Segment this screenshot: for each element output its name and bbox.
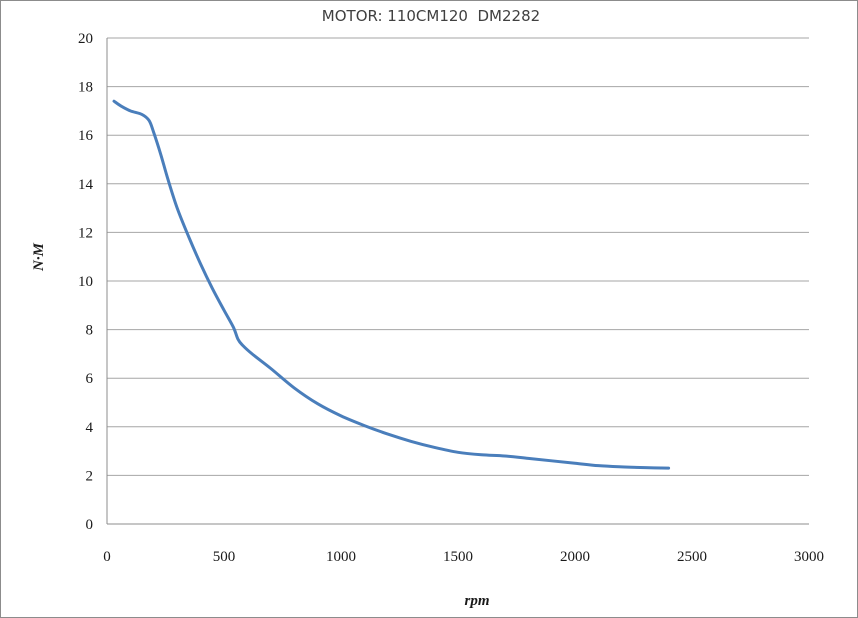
x-axis-label: rpm (464, 593, 489, 609)
y-tick-label: 16 (78, 128, 94, 144)
series-line (112, 99, 671, 470)
y-axis-label: N·M (31, 242, 47, 272)
x-tick-label: 1000 (326, 549, 356, 565)
y-tick-label: 10 (78, 274, 93, 290)
y-tick-label: 18 (78, 80, 93, 96)
y-tick-label: 14 (78, 177, 94, 193)
y-tick-label: 8 (86, 323, 94, 339)
chart-title: MOTOR: 110CM120 DM2282 (321, 7, 541, 25)
x-tick-label: 2500 (677, 549, 707, 565)
y-tick-label: 20 (78, 31, 93, 47)
y-tick-label: 6 (86, 371, 94, 387)
x-tick-label: 500 (213, 549, 236, 565)
x-tick-label: 2000 (560, 549, 590, 565)
y-tick-label: 4 (86, 420, 94, 436)
y-tick-label: 2 (86, 468, 94, 484)
y-tick-label: 12 (78, 225, 93, 241)
x-tick-label: 0 (103, 549, 111, 565)
x-tick-label: 1500 (443, 549, 473, 565)
y-tick-label: 0 (86, 517, 94, 533)
x-tick-label: 3000 (794, 549, 824, 565)
